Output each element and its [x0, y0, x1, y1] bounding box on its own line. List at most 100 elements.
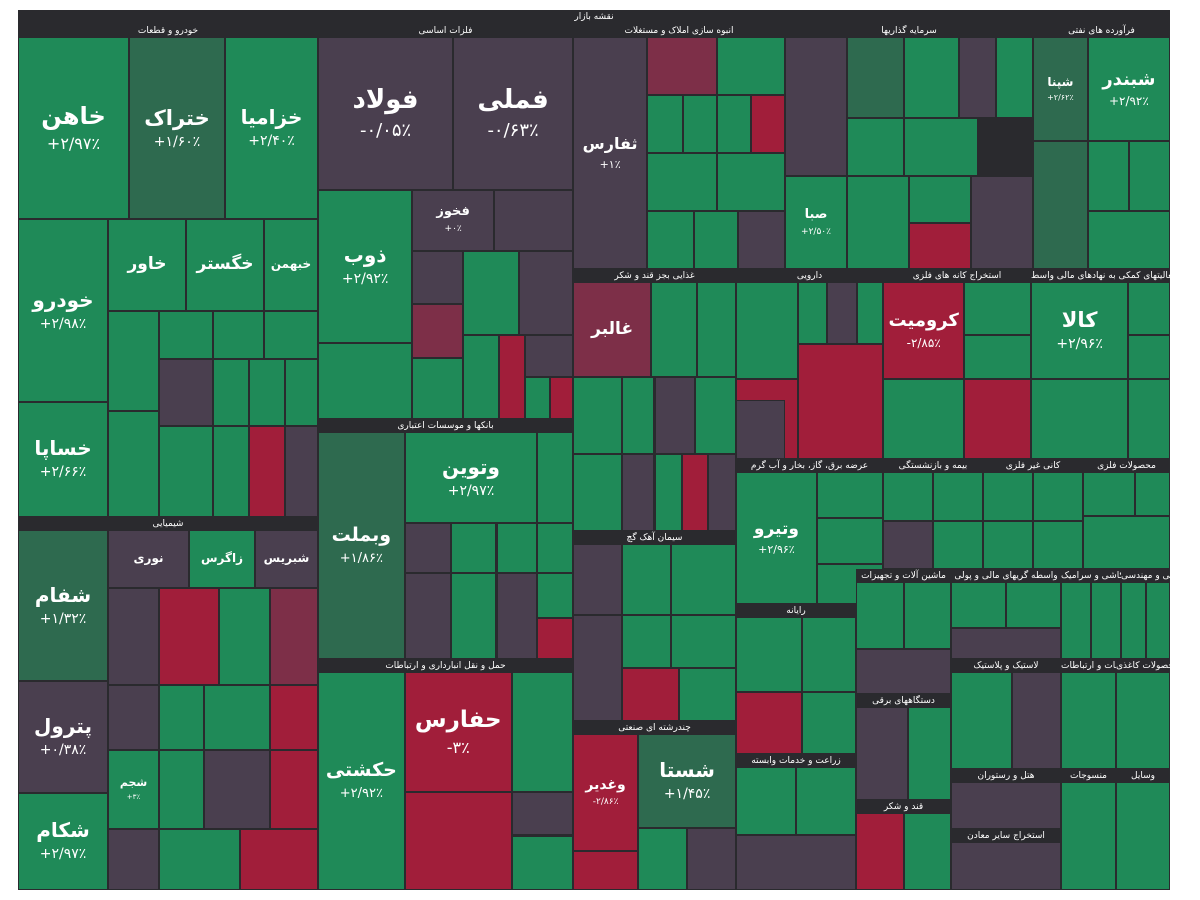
treemap-tile[interactable]	[738, 211, 785, 269]
treemap-tile[interactable]	[1061, 672, 1116, 769]
treemap-tile[interactable]	[797, 343, 883, 459]
treemap-tile[interactable]	[511, 835, 573, 890]
treemap-tile[interactable]	[537, 618, 573, 659]
treemap-tile[interactable]	[797, 282, 828, 344]
treemap-tile[interactable]	[573, 614, 622, 721]
treemap-tile[interactable]: شبندر +۲/۹۲٪	[1087, 37, 1170, 142]
treemap-tile[interactable]	[654, 453, 683, 531]
treemap-tile[interactable]	[951, 842, 1061, 890]
treemap-tile[interactable]	[951, 582, 1006, 629]
treemap-tile[interactable]	[511, 791, 573, 836]
treemap-tile[interactable]	[511, 672, 573, 792]
treemap-tile[interactable]	[1033, 520, 1083, 569]
treemap-tile[interactable]: شبریس	[255, 530, 318, 588]
treemap-tile[interactable]	[802, 617, 856, 693]
treemap-tile[interactable]	[1116, 672, 1170, 769]
treemap-tile[interactable]	[496, 522, 538, 573]
treemap-tile[interactable]	[717, 37, 785, 95]
treemap-tile[interactable]: فولاد -۰/۰۵٪	[318, 37, 454, 190]
treemap-tile[interactable]	[802, 692, 856, 754]
treemap-tile[interactable]	[654, 376, 696, 454]
treemap-tile[interactable]	[1116, 782, 1170, 890]
treemap-tile[interactable]	[159, 425, 213, 517]
treemap-tile[interactable]	[1061, 782, 1116, 890]
treemap-tile[interactable]	[696, 282, 736, 377]
treemap-tile[interactable]	[785, 37, 847, 177]
treemap-tile[interactable]	[1091, 582, 1121, 659]
treemap-tile[interactable]	[983, 472, 1033, 521]
treemap-tile[interactable]	[736, 617, 802, 693]
treemap-tile[interactable]	[693, 211, 739, 269]
treemap-tile[interactable]	[904, 118, 979, 177]
treemap-tile[interactable]	[638, 827, 688, 890]
treemap-tile[interactable]	[647, 153, 718, 211]
treemap-tile[interactable]	[883, 379, 965, 459]
treemap-tile[interactable]	[1135, 472, 1170, 516]
treemap-tile[interactable]	[1033, 472, 1083, 521]
treemap-tile[interactable]: صبا +۲/۵۰٪	[785, 176, 847, 269]
treemap-tile[interactable]	[573, 851, 639, 890]
treemap-tile[interactable]	[933, 472, 983, 521]
treemap-tile[interactable]	[883, 520, 933, 569]
treemap-tile[interactable]: غالبر	[573, 282, 652, 377]
treemap-tile[interactable]	[463, 250, 520, 335]
treemap-tile[interactable]	[964, 379, 1031, 459]
treemap-tile[interactable]	[971, 176, 1033, 269]
treemap-tile[interactable]	[856, 282, 883, 344]
treemap-tile[interactable]: خزامیا +۲/۴۰٪	[225, 37, 318, 220]
treemap-tile[interactable]	[621, 614, 671, 668]
treemap-tile[interactable]	[159, 684, 204, 750]
treemap-tile[interactable]	[1087, 211, 1170, 269]
treemap-tile[interactable]	[108, 828, 159, 890]
treemap-tile[interactable]: ذوب +۲/۹۲٪	[318, 189, 413, 343]
treemap-tile[interactable]	[751, 95, 785, 153]
treemap-tile[interactable]	[683, 95, 718, 153]
treemap-tile[interactable]	[219, 587, 270, 685]
treemap-tile[interactable]	[537, 522, 573, 573]
treemap-tile[interactable]: خگستر	[186, 219, 264, 311]
treemap-tile[interactable]	[1121, 582, 1146, 659]
treemap-tile[interactable]	[883, 472, 933, 521]
treemap-tile[interactable]	[951, 782, 1061, 829]
treemap-tile[interactable]	[647, 211, 694, 269]
treemap-tile[interactable]	[159, 587, 219, 685]
treemap-tile[interactable]	[249, 425, 285, 517]
treemap-tile[interactable]	[1033, 141, 1088, 269]
treemap-tile[interactable]: فملی -۰/۶۳٪	[453, 37, 573, 190]
treemap-tile[interactable]	[621, 544, 671, 615]
treemap-tile[interactable]	[318, 342, 413, 419]
treemap-tile[interactable]	[816, 472, 883, 519]
treemap-tile[interactable]	[717, 153, 785, 211]
treemap-tile[interactable]	[951, 628, 1061, 659]
treemap-tile[interactable]	[1087, 141, 1129, 211]
treemap-tile[interactable]	[524, 376, 551, 419]
treemap-tile[interactable]	[958, 37, 996, 119]
treemap-tile[interactable]: کالا +۲/۹۶٪	[1031, 282, 1129, 380]
treemap-tile[interactable]: فخوز +۰٪	[412, 189, 494, 251]
treemap-tile[interactable]	[856, 649, 951, 694]
treemap-tile[interactable]	[964, 282, 1031, 336]
treemap-tile[interactable]: پترول +۰/۳۸٪	[18, 681, 108, 793]
treemap-tile[interactable]	[682, 453, 709, 531]
treemap-tile[interactable]: کرومیت -۲/۸۵٪	[883, 282, 965, 380]
treemap-tile[interactable]: ختراک +۱/۶۰٪	[129, 37, 225, 220]
treemap-tile[interactable]: خودرو +۲/۹۸٪	[18, 219, 108, 402]
treemap-tile[interactable]	[670, 544, 736, 615]
treemap-tile[interactable]	[450, 572, 497, 659]
treemap-tile[interactable]	[1128, 282, 1170, 336]
treemap-tile[interactable]	[1145, 582, 1170, 659]
treemap-tile[interactable]	[412, 357, 464, 419]
treemap-tile[interactable]	[695, 376, 736, 454]
treemap-tile[interactable]	[1006, 582, 1061, 629]
treemap-tile[interactable]	[933, 520, 983, 569]
treemap-tile[interactable]	[493, 189, 573, 251]
treemap-tile[interactable]	[647, 37, 718, 95]
treemap-tile[interactable]	[736, 692, 802, 754]
treemap-tile[interactable]: خبهمن	[264, 219, 318, 311]
treemap-tile[interactable]	[450, 522, 497, 573]
treemap-tile[interactable]	[708, 453, 736, 531]
treemap-tile[interactable]	[717, 95, 752, 153]
treemap-tile[interactable]	[995, 37, 1033, 119]
treemap-tile[interactable]	[983, 520, 1033, 569]
treemap-tile[interactable]	[647, 95, 684, 153]
